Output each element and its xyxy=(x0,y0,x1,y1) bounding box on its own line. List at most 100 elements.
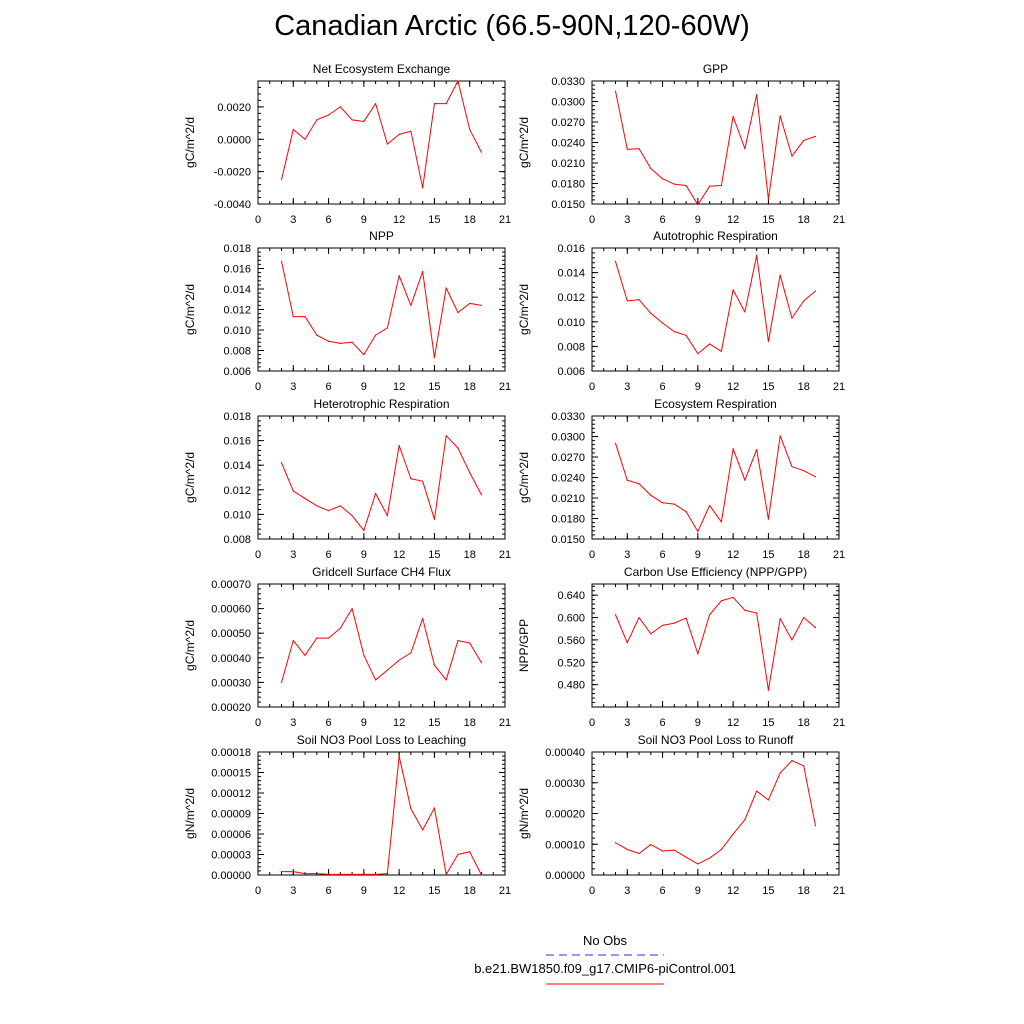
x-tick-label: 3 xyxy=(290,717,296,729)
x-tick-label: 15 xyxy=(428,214,440,226)
data-point xyxy=(673,331,675,333)
x-tick-label: 9 xyxy=(361,214,367,226)
data-point xyxy=(445,287,447,289)
data-point xyxy=(457,853,459,856)
x-tick-label: 21 xyxy=(499,885,511,897)
x-tick-label: 6 xyxy=(326,381,332,393)
data-point xyxy=(697,530,699,533)
data-point xyxy=(626,148,628,150)
y-tick-label: 0.018 xyxy=(223,243,251,255)
x-tick-label: 18 xyxy=(464,214,476,226)
x-tick-label: 6 xyxy=(326,214,332,226)
data-point xyxy=(614,442,617,444)
panels: Net Ecosystem Exchange gC/m^2/d 0 3 6 9 12 15 18… xyxy=(183,62,845,897)
data-point xyxy=(433,518,436,520)
y-tick-label: 0.008 xyxy=(223,346,251,358)
data-point xyxy=(445,103,447,105)
data-point xyxy=(375,103,377,105)
data-point xyxy=(339,627,341,629)
panel-title: Carbon Use Efficiency (NPP/GPP) xyxy=(624,565,807,579)
y-tick-label: 0.480 xyxy=(557,680,585,692)
data-point xyxy=(779,274,781,276)
data-point xyxy=(351,341,353,343)
data-point xyxy=(410,304,412,306)
x-tick-label: 18 xyxy=(798,381,810,393)
x-tick-label: 21 xyxy=(833,717,845,729)
data-point xyxy=(480,304,483,306)
data-point xyxy=(386,327,388,329)
data-point xyxy=(433,103,436,105)
data-point xyxy=(375,334,377,336)
panel-3: NPP gC/m^2/d 0 3 6 9 12 15 18 21 0.006 0.008 0.010 0.… xyxy=(183,229,511,393)
data-point xyxy=(398,444,400,447)
data-point xyxy=(316,119,318,121)
data-point xyxy=(386,669,388,671)
data-point xyxy=(814,290,817,292)
x-tick-label: 3 xyxy=(290,381,296,393)
plot-frame xyxy=(591,247,840,372)
data-point xyxy=(457,447,459,449)
x-tick-label: 12 xyxy=(393,214,405,226)
data-point xyxy=(732,833,734,835)
plot-frame xyxy=(257,583,506,708)
data-point xyxy=(327,340,330,342)
data-point xyxy=(480,874,483,876)
x-tick-label: 15 xyxy=(762,214,774,226)
data-point xyxy=(744,479,746,481)
y-tick-label: 0.00010 xyxy=(545,839,585,851)
data-point xyxy=(744,819,746,821)
panel-title: GPP xyxy=(703,62,728,76)
data-point xyxy=(814,627,817,629)
data-point xyxy=(292,316,294,318)
data-point xyxy=(638,852,640,855)
x-tick-label: 21 xyxy=(499,381,511,393)
data-point xyxy=(292,128,294,131)
data-point xyxy=(814,476,817,478)
y-tick-label: 0.00012 xyxy=(211,788,251,800)
data-point xyxy=(744,311,746,313)
data-point xyxy=(744,609,746,611)
data-point xyxy=(709,185,711,187)
y-tick-label: 0.00018 xyxy=(211,747,251,759)
y-tick-label: 0.00009 xyxy=(211,809,251,821)
data-point xyxy=(351,119,353,121)
data-point xyxy=(803,300,805,302)
data-point xyxy=(410,478,412,480)
x-tick-label: 0 xyxy=(589,214,595,226)
data-point xyxy=(363,529,365,531)
data-point xyxy=(791,639,793,641)
data-point xyxy=(292,639,294,642)
data-point xyxy=(327,510,330,512)
legend: No Obs b.e21.BW1850.f09_g17.CMIP6-piContr… xyxy=(474,933,736,985)
x-tick-label: 9 xyxy=(695,549,701,561)
data-point xyxy=(363,873,365,875)
y-tick-label: 0.520 xyxy=(557,657,585,669)
panel-title: Soil NO3 Pool Loss to Leaching xyxy=(297,733,466,747)
x-tick-label: 15 xyxy=(428,717,440,729)
y-tick-label: 0.006 xyxy=(223,366,251,378)
data-point xyxy=(756,612,758,614)
data-point xyxy=(398,755,400,757)
data-point xyxy=(304,873,306,875)
data-point xyxy=(614,842,617,844)
x-tick-label: 0 xyxy=(255,214,261,226)
series-line xyxy=(615,254,816,355)
data-point xyxy=(626,479,628,481)
data-point xyxy=(756,448,758,451)
x-tick-label: 15 xyxy=(762,717,774,729)
data-point xyxy=(756,254,758,256)
y-tick-label: 0.014 xyxy=(223,284,251,296)
data-point xyxy=(351,608,353,610)
data-point xyxy=(398,275,400,277)
data-point xyxy=(720,184,722,187)
y-tick-label: 0.016 xyxy=(557,243,585,255)
data-point xyxy=(685,511,687,513)
series-line xyxy=(615,435,816,532)
data-point xyxy=(422,187,424,189)
y-tick-label: 0.640 xyxy=(557,590,585,602)
data-point xyxy=(375,679,377,681)
y-tick-label: 0.012 xyxy=(223,485,251,497)
y-tick-label: 0.00040 xyxy=(545,747,585,759)
data-point xyxy=(803,470,805,472)
